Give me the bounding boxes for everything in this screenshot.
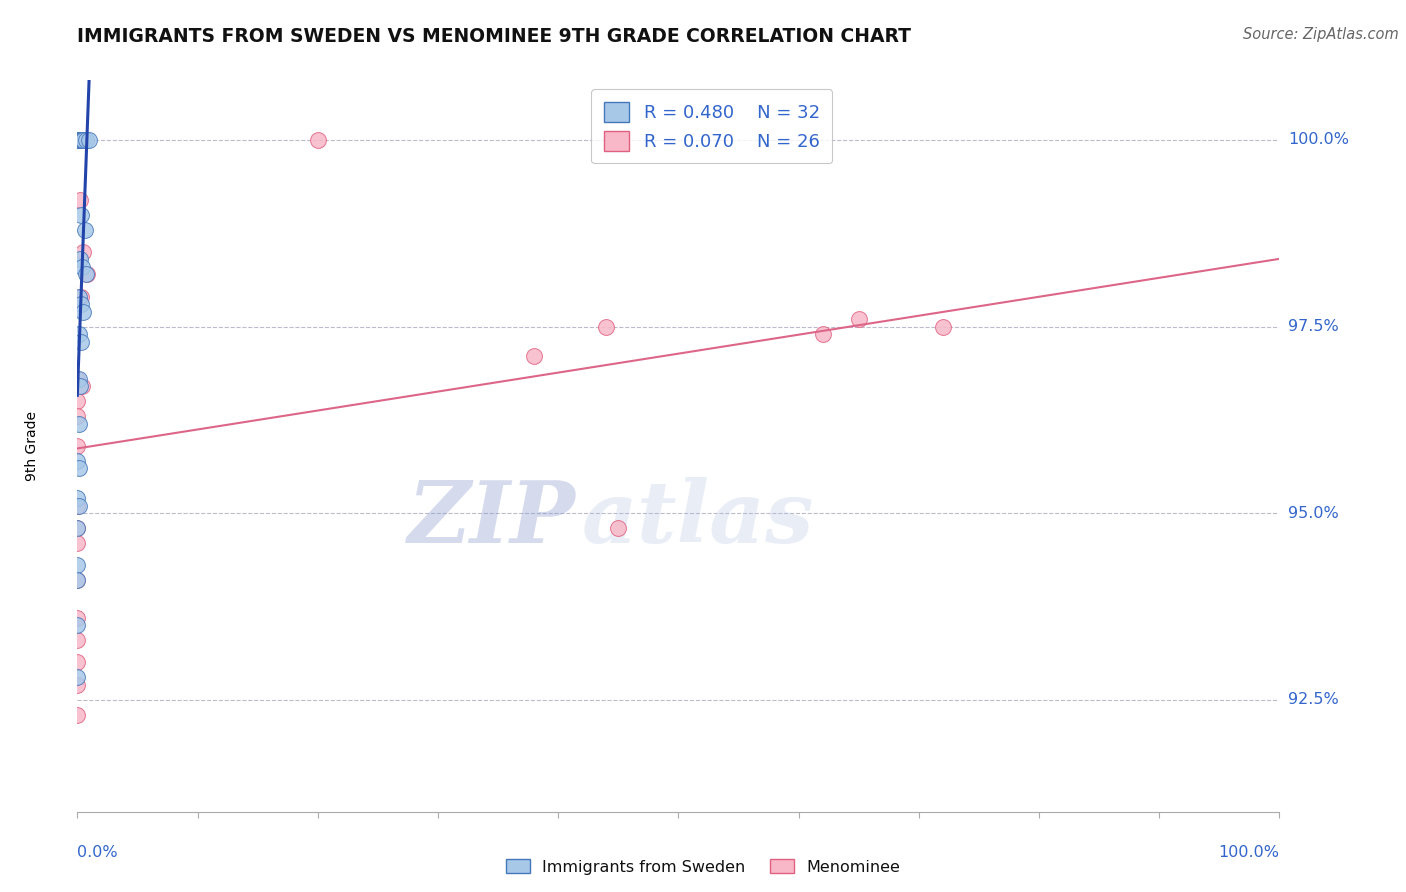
Point xyxy=(66,133,89,147)
Point xyxy=(66,670,89,684)
Point xyxy=(67,290,90,304)
Point xyxy=(848,312,870,326)
Point xyxy=(66,372,89,386)
Point xyxy=(66,536,89,550)
Point xyxy=(70,133,93,147)
Point xyxy=(67,417,90,431)
Point xyxy=(66,499,89,513)
Text: 9th Grade: 9th Grade xyxy=(25,411,38,481)
Point xyxy=(66,574,89,588)
Point xyxy=(72,244,94,259)
Point xyxy=(70,260,93,274)
Point xyxy=(66,439,89,453)
Text: ZIP: ZIP xyxy=(408,477,576,561)
Text: 92.5%: 92.5% xyxy=(1288,692,1339,707)
Point xyxy=(811,326,834,341)
Text: 95.0%: 95.0% xyxy=(1288,506,1339,521)
Point xyxy=(79,133,101,147)
Text: IMMIGRANTS FROM SWEDEN VS MENOMINEE 9TH GRADE CORRELATION CHART: IMMIGRANTS FROM SWEDEN VS MENOMINEE 9TH … xyxy=(77,27,911,45)
Point xyxy=(66,133,89,147)
Point xyxy=(66,610,89,624)
Point xyxy=(307,133,329,147)
Point xyxy=(70,297,93,311)
Point xyxy=(69,133,91,147)
Point xyxy=(66,521,89,535)
Legend: R = 0.480    N = 32, R = 0.070    N = 26: R = 0.480 N = 32, R = 0.070 N = 26 xyxy=(592,89,832,163)
Point xyxy=(69,379,91,393)
Point xyxy=(66,133,89,147)
Point xyxy=(69,252,91,267)
Text: 100.0%: 100.0% xyxy=(1219,845,1279,860)
Legend: Immigrants from Sweden, Menominee: Immigrants from Sweden, Menominee xyxy=(501,855,905,880)
Point xyxy=(66,707,89,722)
Point xyxy=(66,574,89,588)
Point xyxy=(72,133,94,147)
Text: atlas: atlas xyxy=(582,477,814,561)
Point xyxy=(66,454,89,468)
Text: Source: ZipAtlas.com: Source: ZipAtlas.com xyxy=(1243,27,1399,42)
Text: 97.5%: 97.5% xyxy=(1288,319,1339,334)
Point xyxy=(75,133,97,147)
Point xyxy=(72,304,94,318)
Point xyxy=(66,521,89,535)
Point xyxy=(69,133,91,147)
Point xyxy=(607,521,630,535)
Point xyxy=(932,319,955,334)
Point xyxy=(70,334,93,349)
Text: 0.0%: 0.0% xyxy=(77,845,118,860)
Point xyxy=(75,268,97,282)
Point xyxy=(70,290,93,304)
Point xyxy=(70,208,93,222)
Point xyxy=(76,268,98,282)
Point xyxy=(70,133,93,147)
Point xyxy=(70,379,93,393)
Point xyxy=(66,491,89,506)
Point xyxy=(66,394,89,409)
Point xyxy=(67,326,90,341)
Point xyxy=(66,409,89,424)
Point xyxy=(66,633,89,648)
Point xyxy=(67,372,90,386)
Point xyxy=(67,461,90,475)
Point xyxy=(66,656,89,670)
Point xyxy=(73,222,96,236)
Point xyxy=(523,350,546,364)
Point xyxy=(69,193,91,207)
Point xyxy=(66,678,89,692)
Point xyxy=(66,133,89,147)
Point xyxy=(66,618,89,632)
Point xyxy=(595,319,617,334)
Text: 100.0%: 100.0% xyxy=(1288,133,1348,147)
Point xyxy=(67,499,90,513)
Point xyxy=(66,558,89,573)
